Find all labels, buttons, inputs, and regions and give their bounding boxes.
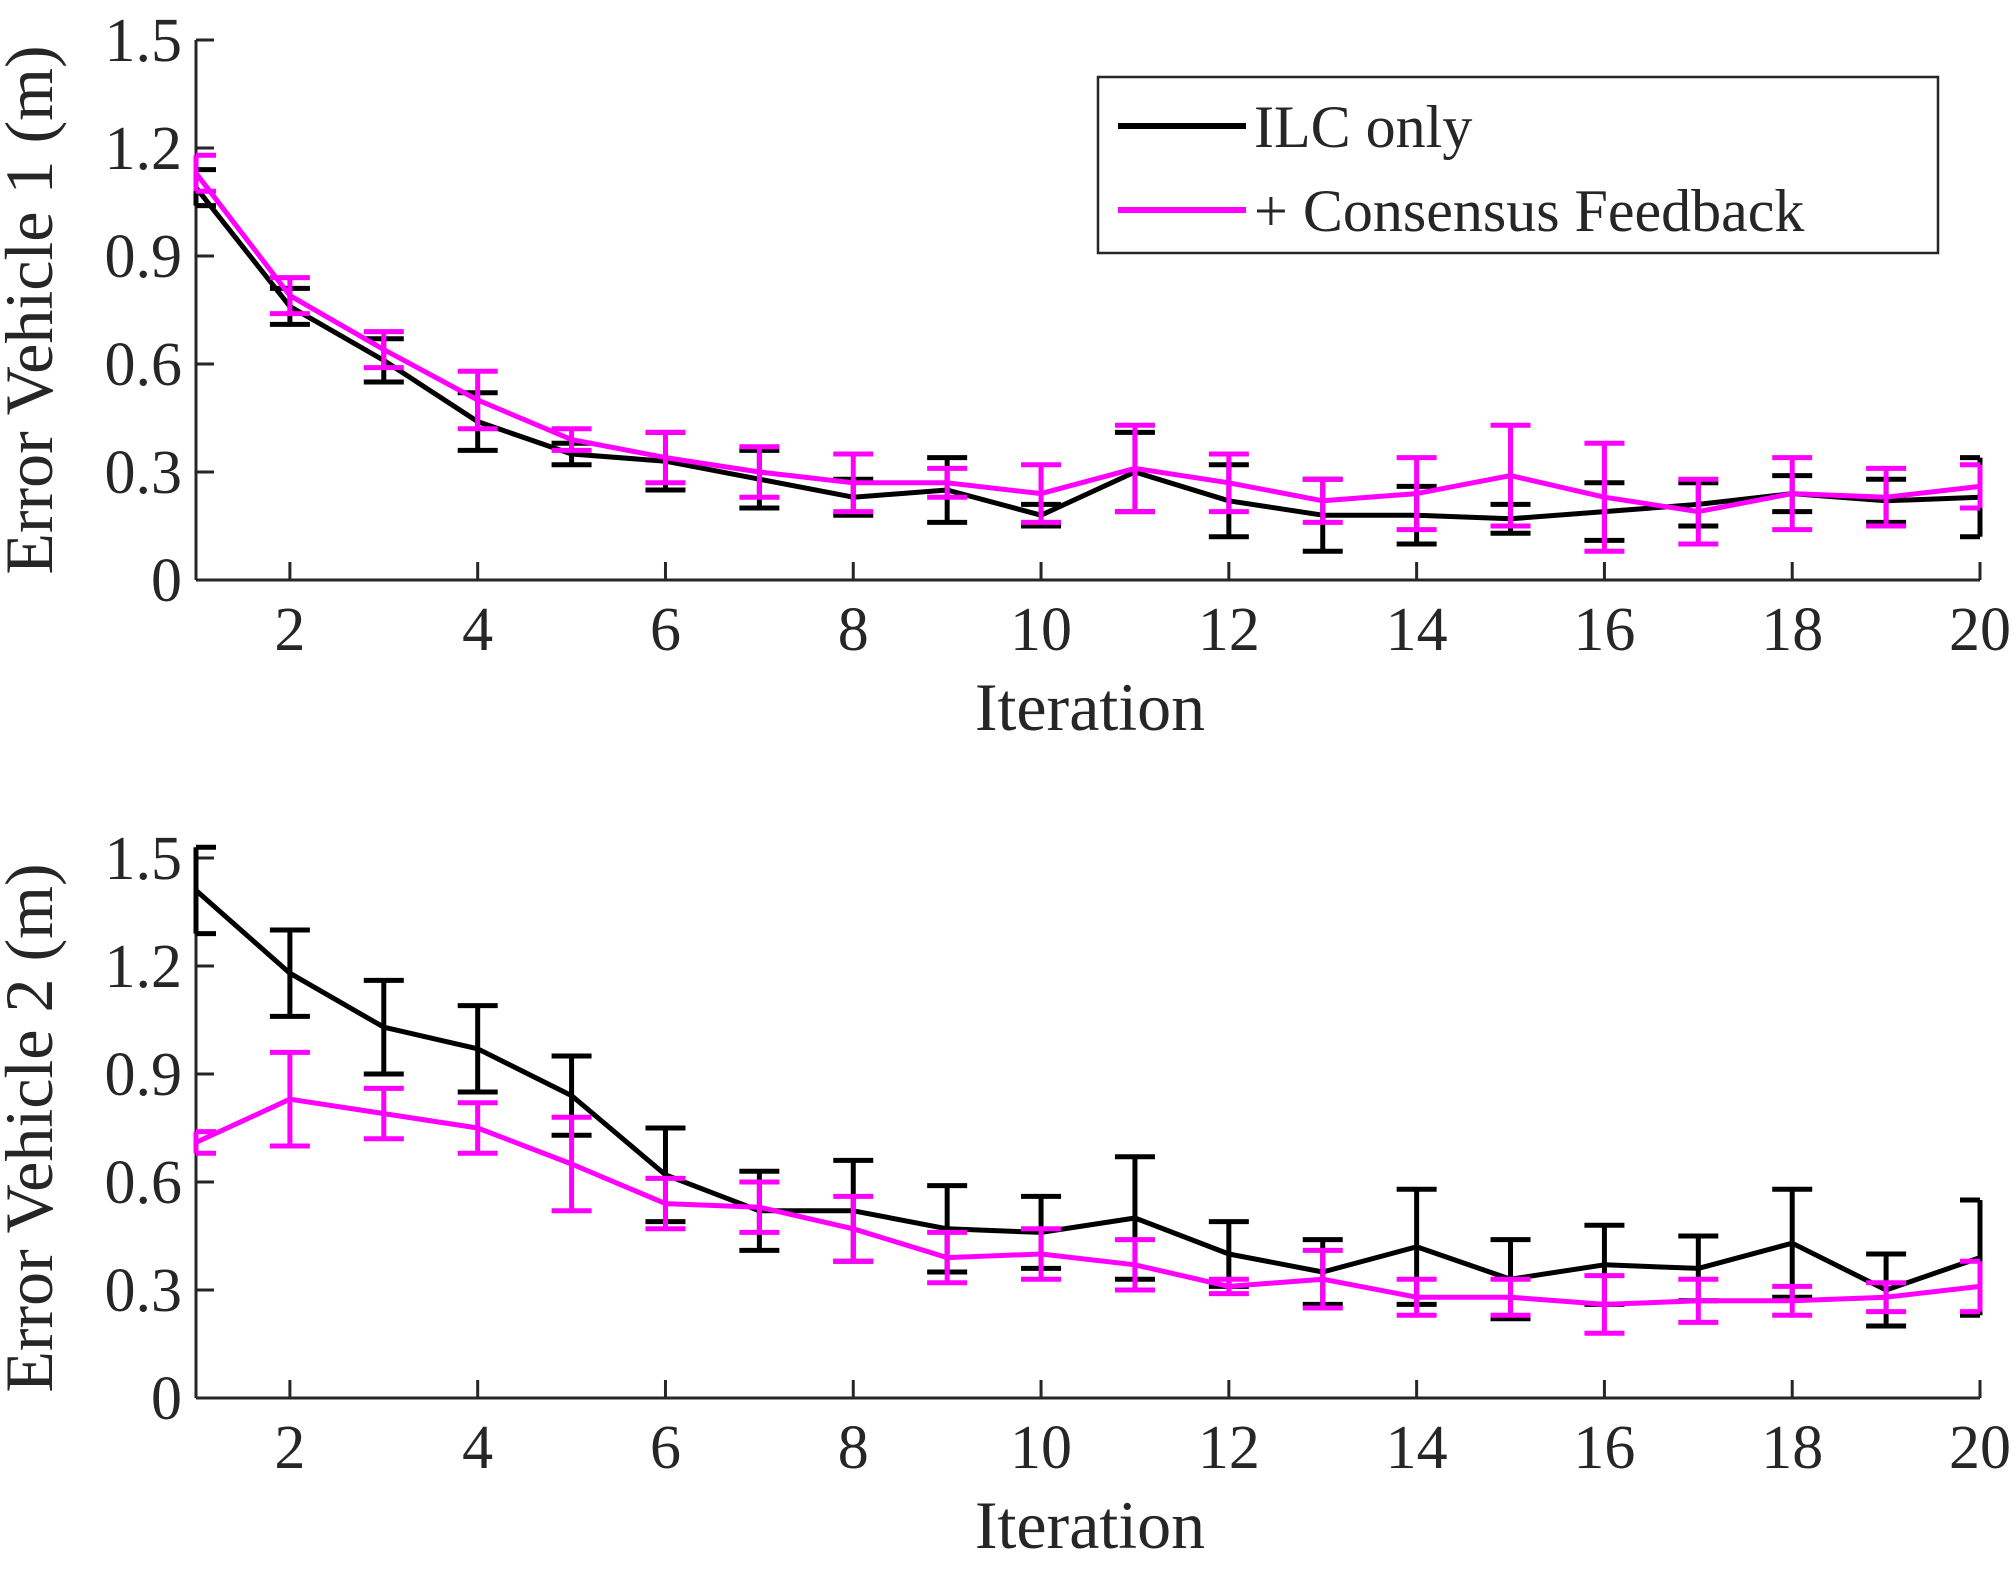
legend: ILC only + Consensus Feedback xyxy=(1096,75,1940,255)
y-tick-label: 1.5 xyxy=(105,7,183,75)
x-tick-label: 16 xyxy=(1573,596,1635,664)
y-tick-label: 0.9 xyxy=(105,223,183,291)
y-axis-title: Error Vehicle 1 (m) xyxy=(0,45,67,574)
x-tick-label: 10 xyxy=(1010,1414,1072,1482)
x-tick-label: 4 xyxy=(462,596,493,664)
x-axis-title: Iteration xyxy=(975,669,1205,745)
series-line-ilc xyxy=(194,888,1981,1293)
y-tick-label: 1.2 xyxy=(105,115,183,183)
legend-label-ilc: ILC only xyxy=(1254,94,1472,160)
x-tick-label: 2 xyxy=(274,596,305,664)
x-tick-label: 12 xyxy=(1198,596,1260,664)
panel-vehicle-2: 2 4 6 8 10 12 14 16 18 20 0 0.3 0.6 0.9 1.2 1.5 Iteratio… xyxy=(0,825,2011,1563)
series-consensus xyxy=(193,1049,1983,1336)
y-tick-label: 0 xyxy=(151,547,182,615)
x-tick-label: 10 xyxy=(1010,596,1072,664)
x-tick-label: 6 xyxy=(650,596,681,664)
series-line-consensus xyxy=(194,1096,1981,1307)
x-tick-label: 20 xyxy=(1949,1414,2011,1482)
y-tick-label: 0 xyxy=(151,1365,182,1433)
y-tick-label: 0.3 xyxy=(105,439,183,507)
x-tick-label: 14 xyxy=(1386,1414,1448,1482)
x-tick-label: 8 xyxy=(838,596,869,664)
x-tick-label: 18 xyxy=(1761,1414,1823,1482)
y-tick-label: 0.6 xyxy=(105,331,183,399)
x-tick-label: 16 xyxy=(1573,1414,1635,1482)
series-consensus xyxy=(193,152,1983,554)
y-axis-title: Error Vehicle 2 (m) xyxy=(0,863,67,1392)
legend-box xyxy=(1096,75,1940,255)
panel-vehicle-1: 2 4 6 8 10 12 14 16 18 20 0 0.3 0.6 0.9 1.2 1.5 Iteratio… xyxy=(0,7,2011,745)
x-tick-label: 2 xyxy=(274,1414,305,1482)
y-tick-label: 1.5 xyxy=(105,825,183,893)
series-line-consensus xyxy=(194,171,1981,515)
legend-label-consensus: + Consensus Feedback xyxy=(1254,178,1804,244)
x-tick-label: 6 xyxy=(650,1414,681,1482)
y-tick-label: 0.9 xyxy=(105,1041,183,1109)
x-tick-label: 14 xyxy=(1386,596,1448,664)
x-tick-label: 18 xyxy=(1761,596,1823,664)
x-axis-title: Iteration xyxy=(975,1487,1205,1563)
x-tick-label: 8 xyxy=(838,1414,869,1482)
y-tick-label: 0.3 xyxy=(105,1257,183,1325)
x-tick-label: 12 xyxy=(1198,1414,1260,1482)
y-tick-label: 0.6 xyxy=(105,1149,183,1217)
x-tick-label: 4 xyxy=(462,1414,493,1482)
y-tick-label: 1.2 xyxy=(105,933,183,1001)
x-tick-label: 20 xyxy=(1949,596,2011,664)
